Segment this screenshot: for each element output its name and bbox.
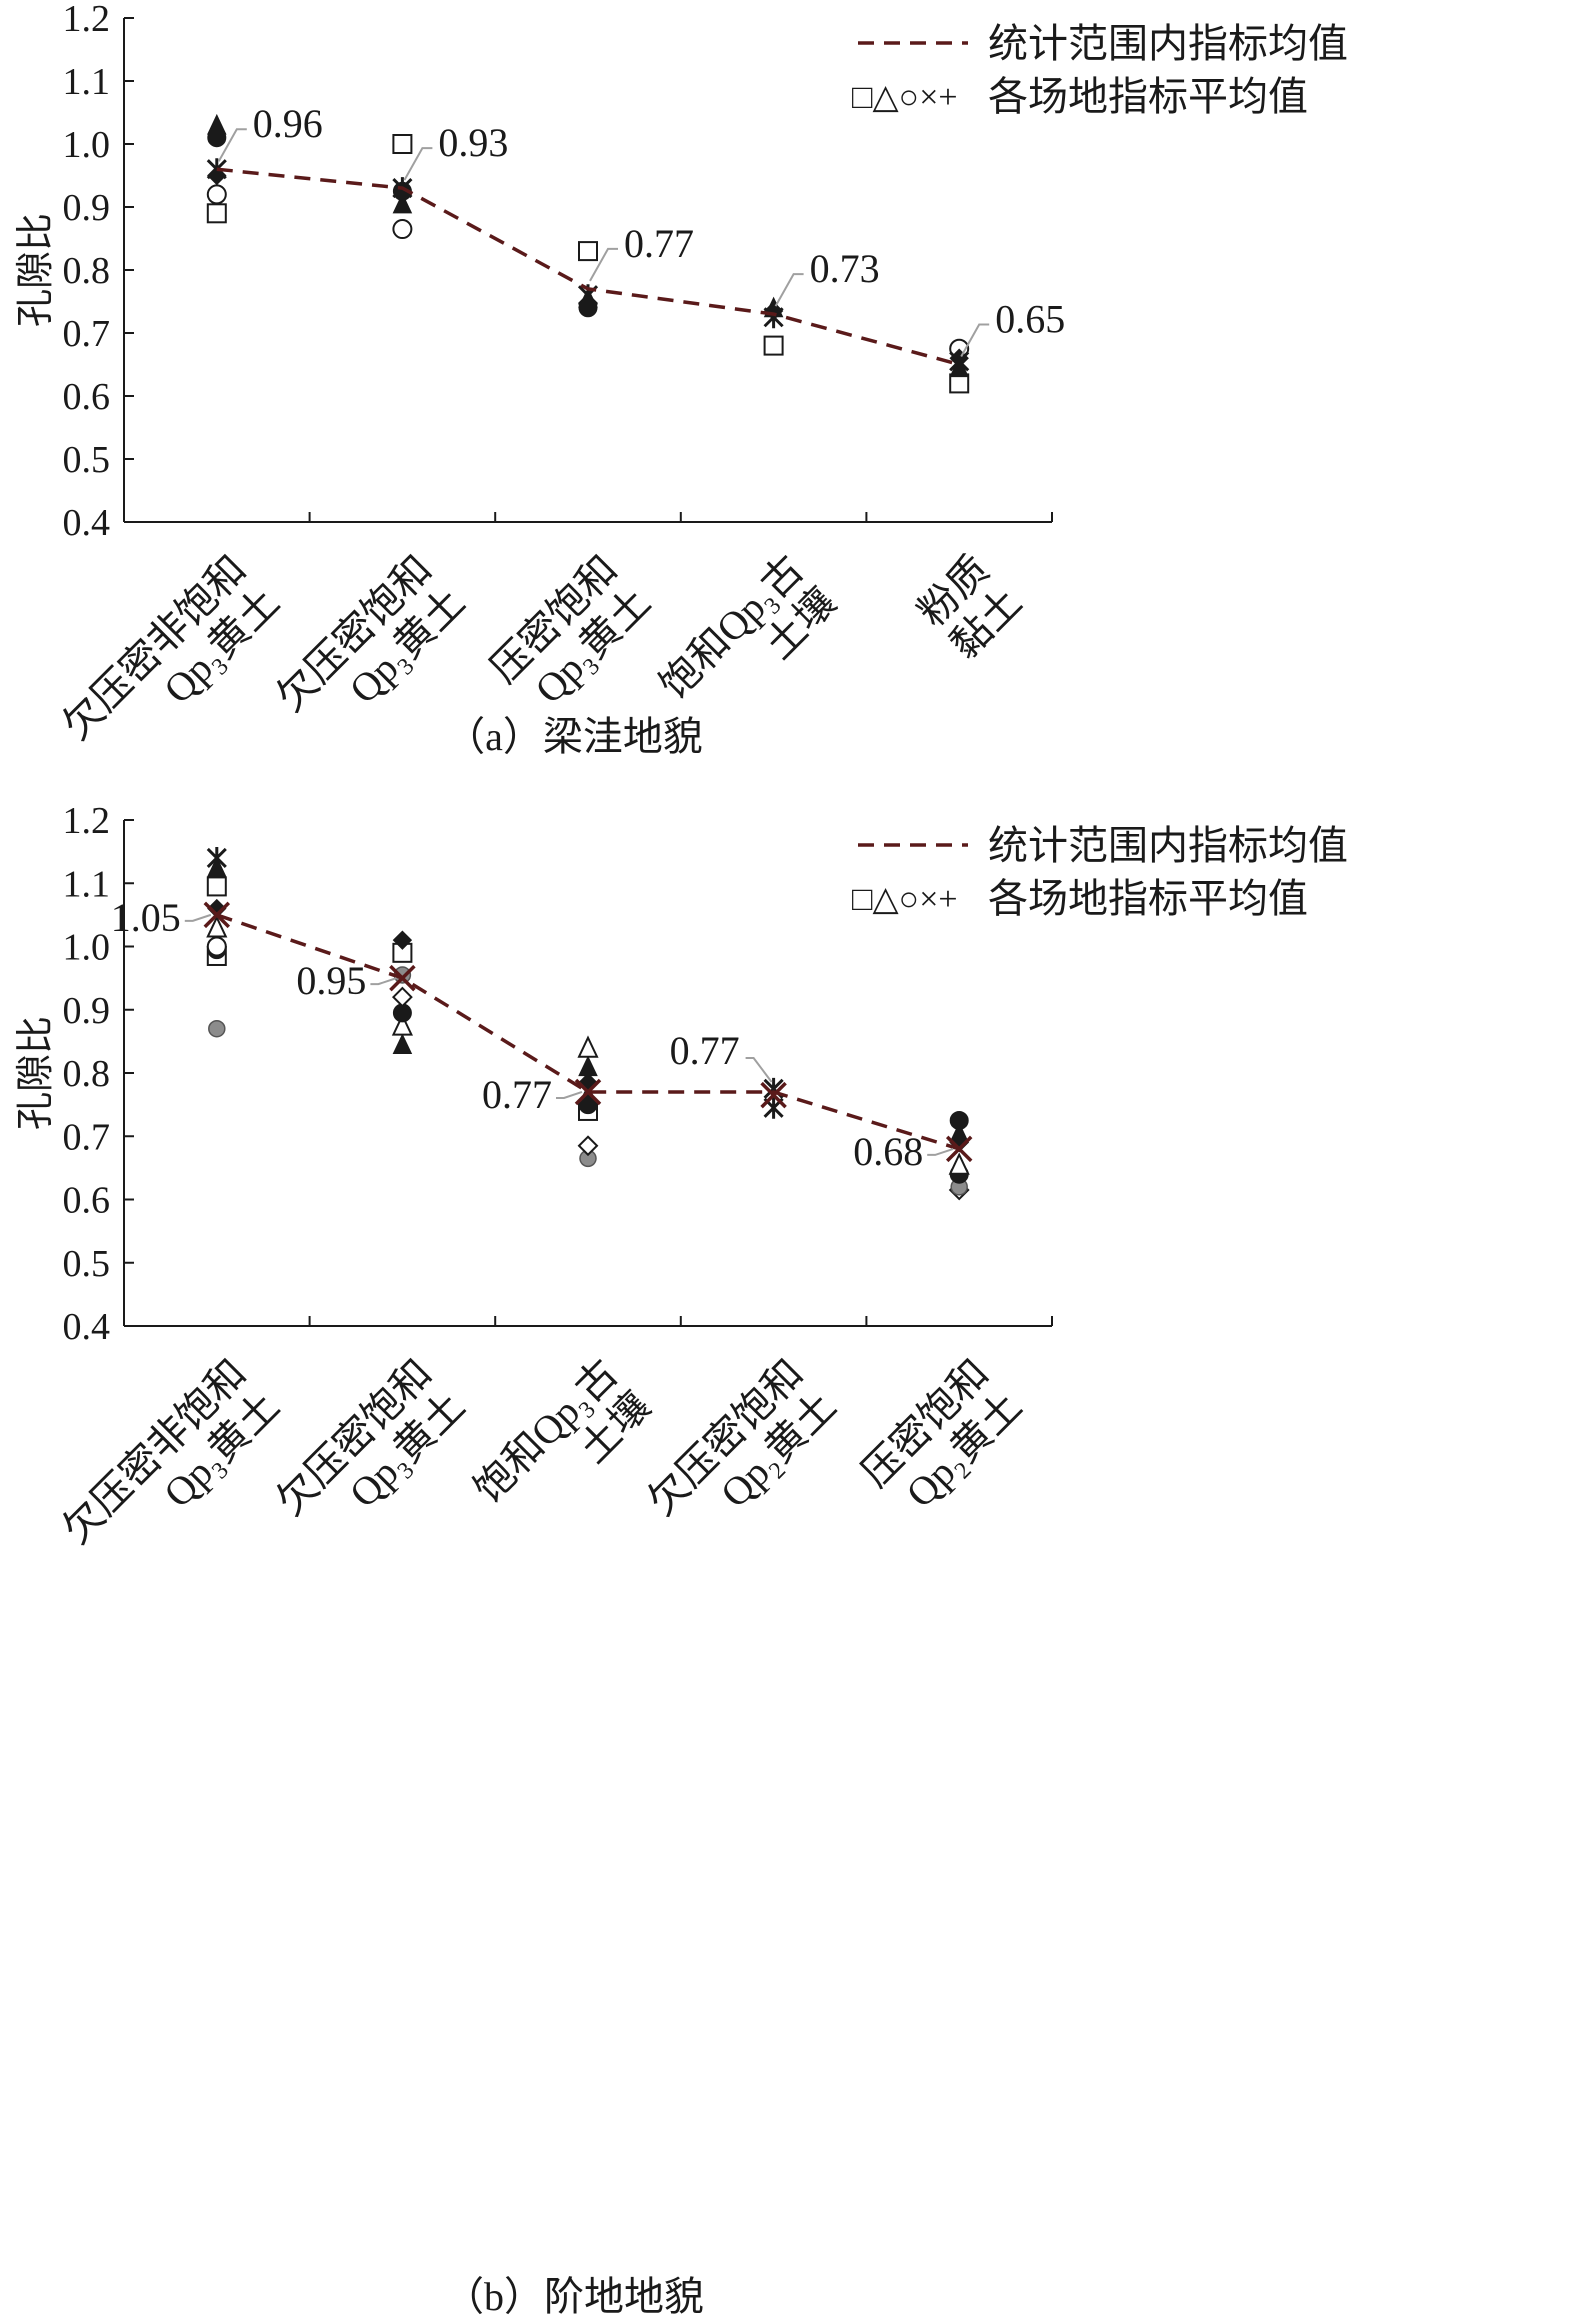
y-tick-label: 1.2 [63,800,111,842]
leader-line [960,323,990,357]
mean-value-label: 0.96 [253,101,323,146]
data-marker [392,192,413,214]
leader-line [403,147,433,181]
leader-line [370,977,397,986]
y-tick-label: 0.7 [63,1116,111,1158]
data-marker [578,241,598,262]
data-marker [763,306,784,329]
mean-line [216,167,960,367]
y-tick-label: 0.6 [63,1180,111,1222]
mean-line [216,913,960,1151]
data-marker [578,1055,598,1077]
mean-value-label: 0.73 [810,246,880,291]
leader-line [927,1147,954,1156]
leader-line [184,913,212,922]
y-tick-label: 0.9 [63,990,111,1032]
data-marker [760,1081,787,1109]
data-marker [392,219,413,240]
mean-value-label: 0.77 [670,1028,740,1073]
legend-marker-glyphs: □△○×+ [852,79,958,116]
data-marker [578,1072,598,1093]
y-axis-title: 孔隙比 [15,1016,57,1130]
leader-line [589,247,618,282]
data-marker [577,1035,599,1058]
legend-marker-glyphs: □△○×+ [852,881,958,918]
y-tick-label: 1.0 [63,927,111,969]
data-marker [206,846,227,869]
data-marker [949,350,970,373]
leader-line [556,1091,583,1099]
data-marker [208,1019,226,1038]
data-marker [392,930,413,950]
y-tick-label: 0.4 [63,1306,111,1348]
legend-line-label: 统计范围内指标均值 [988,21,1348,66]
leader-line [745,1056,773,1083]
mean-value-label: 0.68 [853,1129,923,1174]
data-marker [392,134,413,154]
data-marker [574,1078,602,1106]
mean-value-label: 0.95 [296,958,366,1003]
data-marker [206,184,227,205]
legend-marker-label: 各场地指标平均值 [988,74,1308,119]
y-tick-label: 1.1 [63,863,111,905]
y-tick-label: 0.7 [63,313,111,355]
data-marker [392,1033,413,1055]
mean-value-label: 0.65 [995,297,1065,342]
legend-marker-label: 各场地指标平均值 [988,876,1308,921]
data-marker [206,936,227,957]
data-marker [206,203,227,224]
data-marker [207,898,227,919]
mean-value-label: 0.77 [624,221,694,266]
data-marker [949,1121,969,1143]
leader-line [217,128,247,162]
chart-panel-b: 0.4 0.5 0.6 0.7 0.8 0.9 1.0 1.1 1.2 孔隙比欠压密非饱和Qp₃黄… [15,800,1348,2319]
panel-caption: （a）梁洼地貌 [445,714,703,759]
data-marker [763,335,784,356]
leader-line [774,273,804,307]
y-tick-label: 0.8 [63,1053,111,1095]
y-tick-label: 0.6 [63,376,111,418]
data-marker [206,876,227,897]
data-marker [949,1110,969,1130]
y-tick-label: 0.5 [63,439,111,481]
data-marker [577,1135,599,1157]
y-axis-title: 孔隙比 [15,213,57,327]
mean-value-label: 0.93 [438,120,508,165]
y-tick-label: 0.9 [63,187,111,229]
legend-line-label: 统计范围内指标均值 [988,823,1348,868]
chart-panel-a: 0.4 0.5 0.6 0.7 0.8 0.9 1.0 1.1 1.2 孔隙比欠压密非饱和Qp₃黄… [15,0,1348,759]
y-tick-label: 0.4 [63,502,111,544]
y-tick-label: 0.5 [63,1243,111,1285]
data-marker [948,1152,970,1175]
data-marker [391,986,413,1008]
mean-value-label: 1.05 [111,895,181,940]
y-tick-label: 1.2 [63,0,111,40]
y-tick-label: 1.1 [63,61,111,103]
y-tick-label: 1.0 [63,124,111,166]
data-marker [206,915,228,938]
mean-value-label: 0.77 [482,1072,552,1117]
y-tick-label: 0.8 [63,250,111,292]
data-marker [207,113,227,135]
panel-caption: （b）阶地地貌 [444,2274,704,2319]
data-marker [391,1013,413,1036]
